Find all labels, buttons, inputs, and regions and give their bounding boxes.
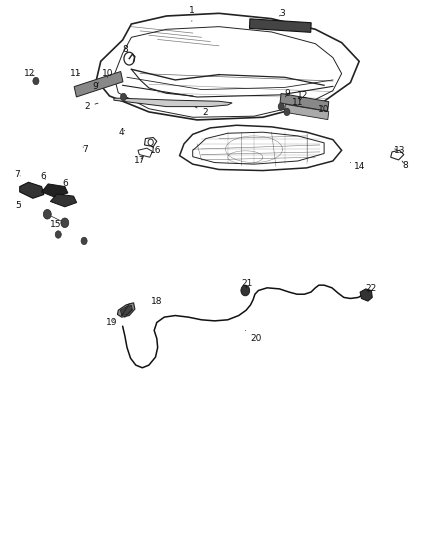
Text: 19: 19 xyxy=(106,318,117,327)
Polygon shape xyxy=(114,98,232,107)
Text: 2: 2 xyxy=(84,102,98,111)
Polygon shape xyxy=(360,289,372,301)
Text: 13: 13 xyxy=(394,146,405,155)
Circle shape xyxy=(278,103,284,110)
Text: 7: 7 xyxy=(14,171,21,179)
Text: 14: 14 xyxy=(350,162,365,171)
Text: 4: 4 xyxy=(119,128,125,136)
Text: 18: 18 xyxy=(151,297,162,305)
Circle shape xyxy=(43,209,51,219)
Polygon shape xyxy=(50,194,77,207)
Text: 15: 15 xyxy=(50,221,62,229)
Text: 6: 6 xyxy=(62,180,68,188)
Text: 8: 8 xyxy=(402,161,408,169)
Polygon shape xyxy=(42,184,68,197)
Text: 7: 7 xyxy=(82,145,88,154)
Polygon shape xyxy=(20,182,44,198)
Text: 16: 16 xyxy=(150,146,161,155)
Circle shape xyxy=(33,77,39,85)
Circle shape xyxy=(284,108,290,116)
Text: 20: 20 xyxy=(245,330,262,343)
Text: 12: 12 xyxy=(24,69,35,78)
Text: 10: 10 xyxy=(318,105,330,114)
Text: 5: 5 xyxy=(15,201,21,209)
Circle shape xyxy=(55,231,61,238)
Polygon shape xyxy=(117,303,135,317)
Polygon shape xyxy=(280,93,329,111)
Text: 6: 6 xyxy=(40,173,46,181)
Circle shape xyxy=(81,237,87,245)
Polygon shape xyxy=(250,19,311,33)
Circle shape xyxy=(241,285,250,296)
Polygon shape xyxy=(74,71,123,97)
Polygon shape xyxy=(120,305,132,316)
Text: 8: 8 xyxy=(122,45,128,53)
Circle shape xyxy=(120,93,127,101)
Circle shape xyxy=(61,218,69,228)
Text: 2: 2 xyxy=(195,107,208,117)
Text: 9: 9 xyxy=(284,89,290,98)
Text: 1: 1 xyxy=(189,6,195,21)
Text: 11: 11 xyxy=(70,69,81,78)
Text: 11: 11 xyxy=(292,98,304,107)
Text: 10: 10 xyxy=(102,69,113,78)
Polygon shape xyxy=(284,104,329,119)
Text: 9: 9 xyxy=(92,82,99,91)
Text: 3: 3 xyxy=(279,9,286,18)
Text: 12: 12 xyxy=(297,92,309,100)
Text: 17: 17 xyxy=(134,157,145,165)
Text: 22: 22 xyxy=(366,285,377,293)
Text: 21: 21 xyxy=(242,279,253,288)
